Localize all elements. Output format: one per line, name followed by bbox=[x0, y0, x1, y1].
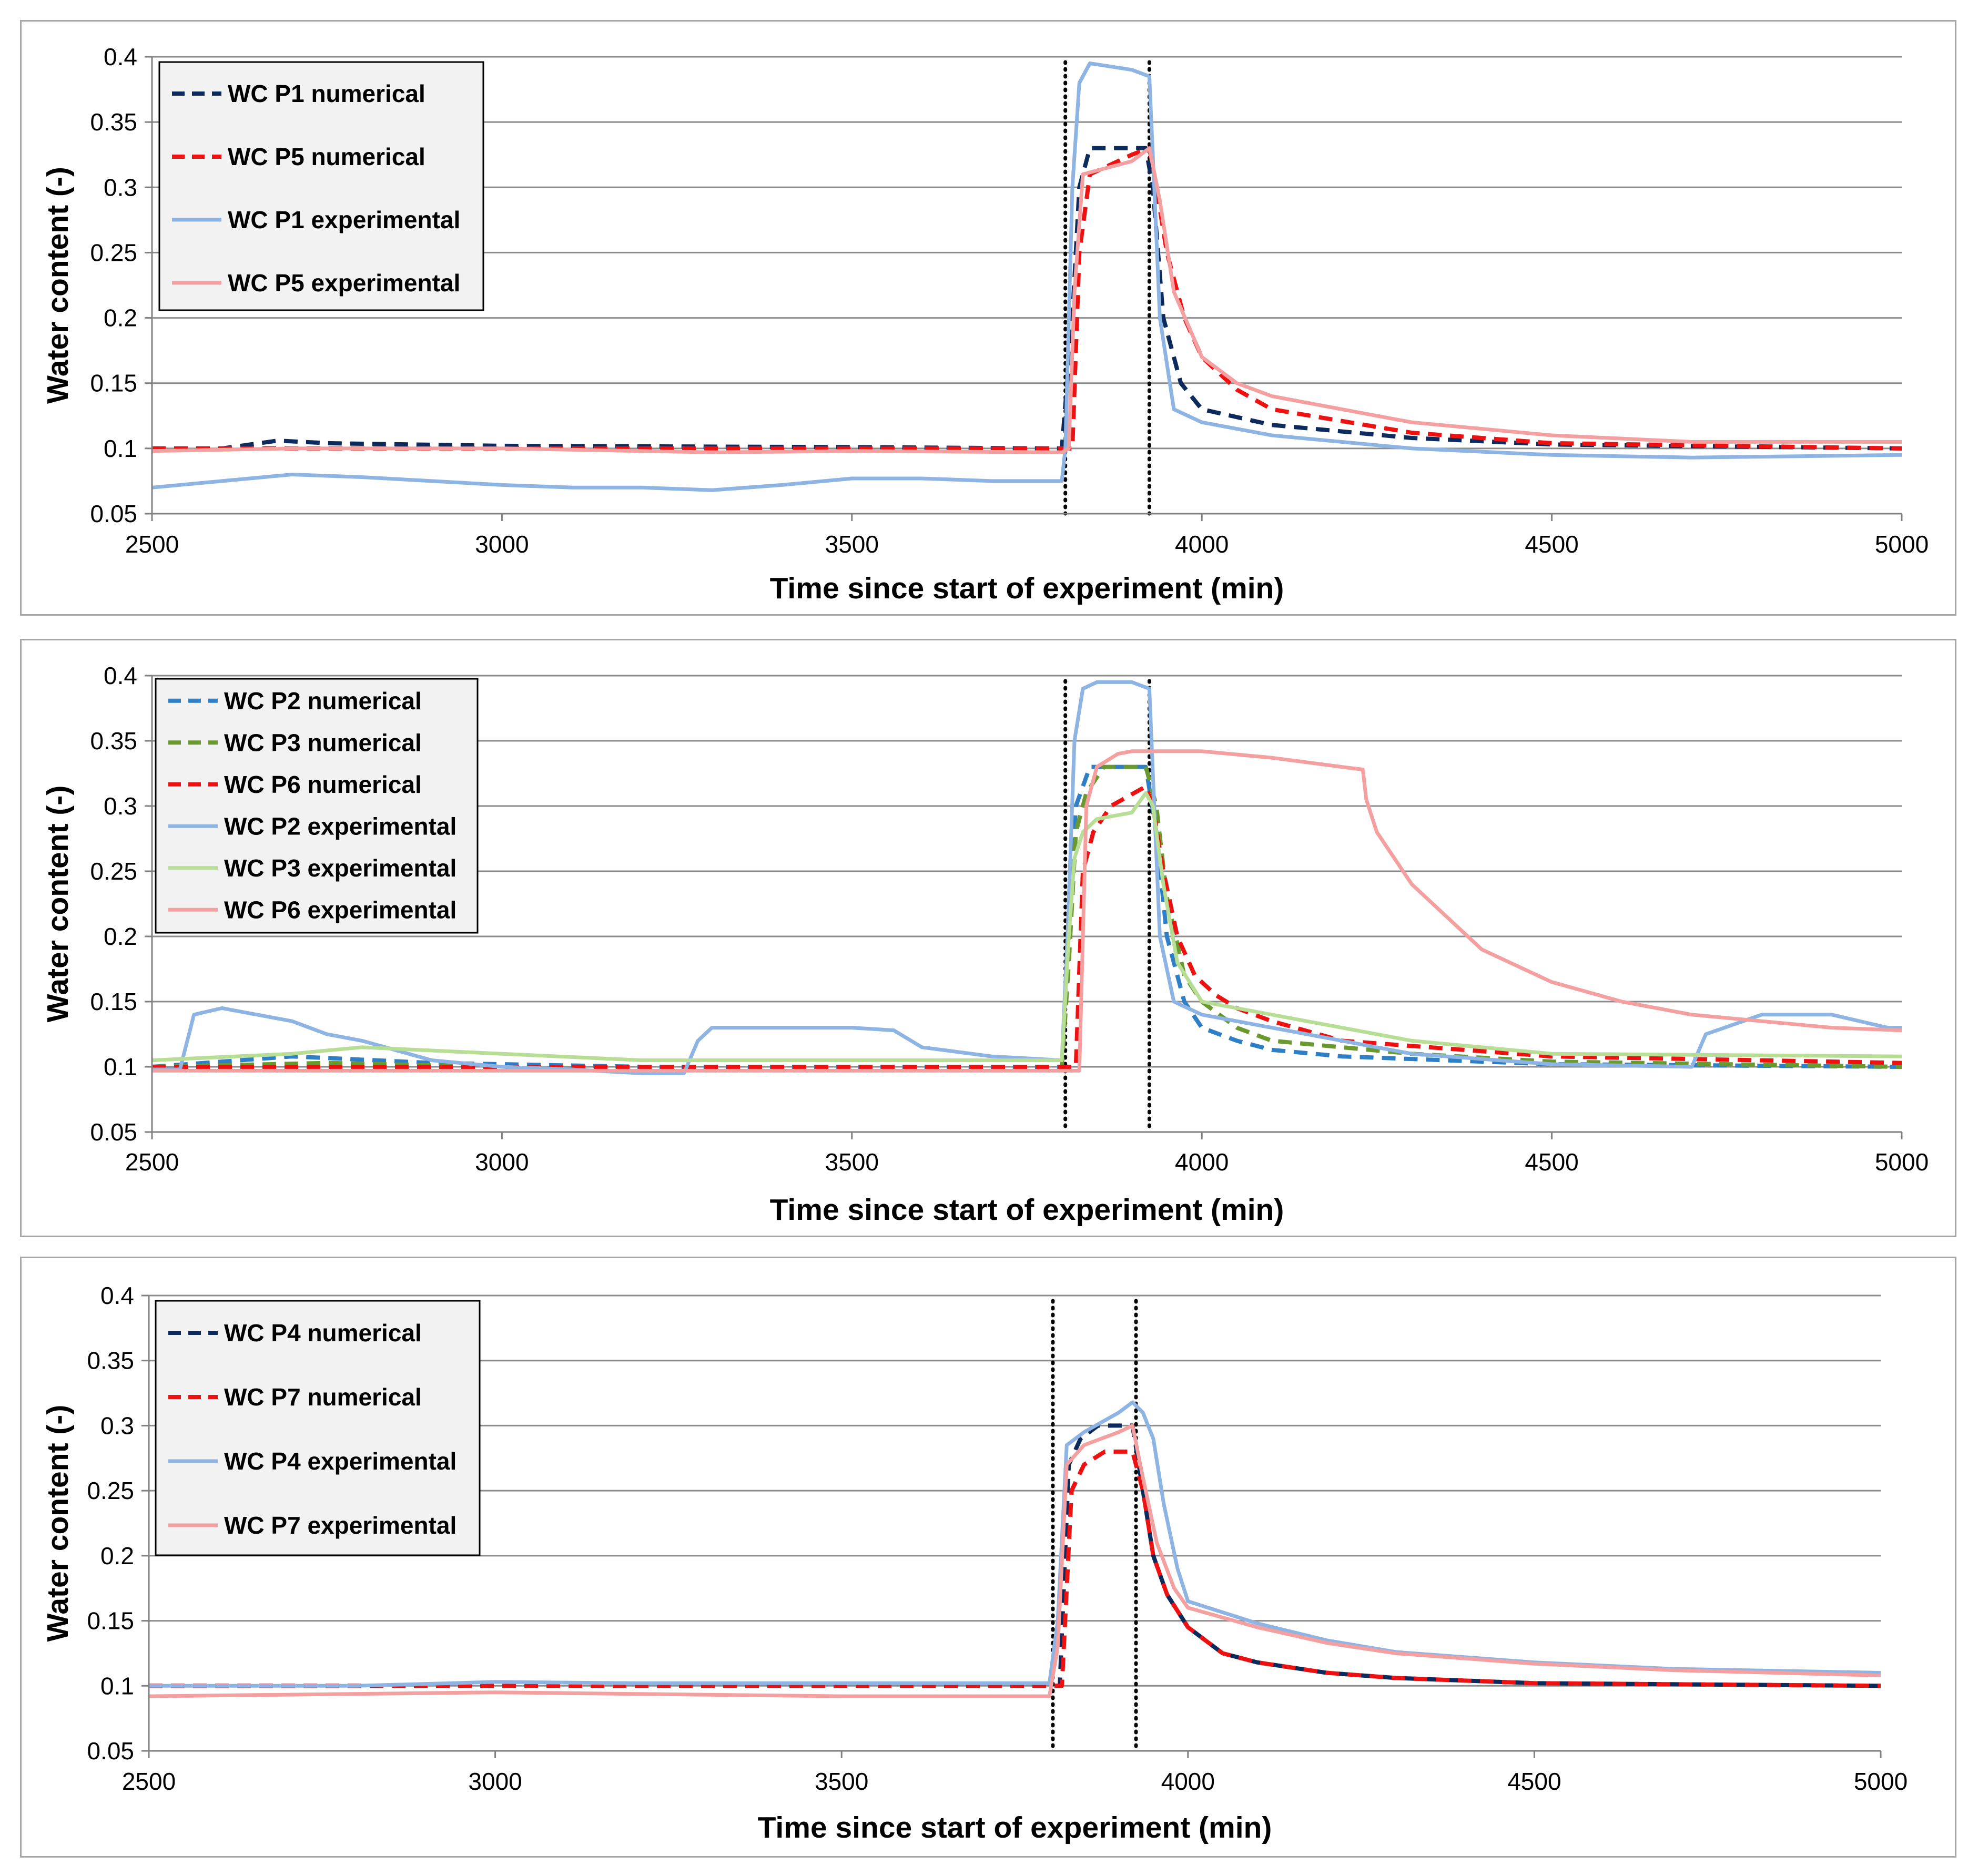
y-tick-label: 0.15 bbox=[90, 370, 137, 397]
x-tick-label: 5000 bbox=[1875, 531, 1929, 558]
legend-label: WC P7 numerical bbox=[224, 1383, 422, 1411]
x-tick-label: 5000 bbox=[1875, 1148, 1929, 1176]
series-line-wc-p6-numerical bbox=[152, 784, 1902, 1069]
legend-label: WC P5 numerical bbox=[228, 143, 425, 170]
x-tick-label: 2500 bbox=[125, 1148, 179, 1176]
series-line-wc-p7-experimental bbox=[148, 1423, 1881, 1698]
y-tick-label: 0.05 bbox=[90, 500, 137, 527]
chart-3: 0.05 0.1 0.15 0.2 0.25 0.3 0.35 0.4 2500 3000 350… bbox=[41, 1282, 1908, 1844]
chart-panel-3: 0.05 0.1 0.15 0.2 0.25 0.3 0.35 0.4 2500 3000 350… bbox=[20, 1257, 1956, 1858]
y-tick-label: 0.3 bbox=[104, 792, 137, 820]
x-tick-label: 4000 bbox=[1175, 1148, 1229, 1176]
y-tick-labels: 0.05 0.1 0.15 0.2 0.25 0.3 0.35 0.4 bbox=[90, 662, 137, 1146]
y-tick-label: 0.25 bbox=[90, 239, 137, 266]
legend-label: WC P6 numerical bbox=[224, 771, 422, 798]
x-tick-label: 3500 bbox=[825, 531, 879, 558]
y-tick-label: 0.05 bbox=[90, 1118, 137, 1146]
legend-label: WC P7 experimental bbox=[224, 1512, 457, 1539]
series-line-wc-p5-experimental bbox=[151, 146, 1902, 454]
y-tick-label: 0.1 bbox=[104, 435, 137, 462]
legend-label: WC P3 numerical bbox=[224, 729, 422, 756]
x-tick-label: 5000 bbox=[1854, 1768, 1908, 1795]
y-tick-label: 0.25 bbox=[87, 1477, 134, 1504]
y-tick-label: 0.35 bbox=[90, 108, 137, 136]
y-tick-label: 0.25 bbox=[90, 858, 137, 885]
y-tick-label: 0.1 bbox=[104, 1053, 137, 1080]
x-tick-label: 3000 bbox=[468, 1768, 522, 1795]
legend: WC P2 numerical WC P3 numerical WC P6 nume… bbox=[155, 678, 479, 934]
x-tick-labels: 2500 3000 3500 4000 4500 5000 bbox=[125, 531, 1929, 558]
axes bbox=[145, 675, 1903, 1139]
legend-label: WC P1 experimental bbox=[228, 206, 460, 233]
x-tick-label: 2500 bbox=[125, 531, 179, 558]
series bbox=[151, 680, 1902, 1075]
y-tick-label: 0.3 bbox=[100, 1412, 134, 1439]
series-line-wc-p5-numerical bbox=[152, 146, 1902, 451]
x-tick-label: 3500 bbox=[825, 1148, 879, 1176]
x-tick-label: 4500 bbox=[1507, 1768, 1561, 1795]
x-tick-label: 3500 bbox=[815, 1768, 868, 1795]
chart-panel-2: 0.05 0.1 0.15 0.2 0.25 0.3 0.35 0.4 2500 3000 350… bbox=[20, 639, 1956, 1237]
legend-label: WC P1 numerical bbox=[228, 80, 425, 107]
x-tick-label: 4500 bbox=[1525, 1148, 1578, 1176]
x-tick-label: 3000 bbox=[475, 1148, 529, 1176]
y-tick-label: 0.2 bbox=[104, 923, 137, 950]
y-tick-labels: 0.05 0.1 0.15 0.2 0.25 0.3 0.35 0.4 bbox=[87, 1282, 134, 1765]
x-tick-labels: 2500 3000 3500 4000 4500 5000 bbox=[125, 1148, 1929, 1176]
legend-label: WC P4 numerical bbox=[224, 1319, 422, 1347]
legend-box bbox=[155, 678, 479, 934]
y-tick-label: 0.35 bbox=[90, 727, 137, 755]
legend-label: WC P5 experimental bbox=[228, 269, 460, 297]
y-tick-label: 0.4 bbox=[100, 1282, 134, 1309]
chart-2: 0.05 0.1 0.15 0.2 0.25 0.3 0.35 0.4 2500 3000 350… bbox=[41, 662, 1929, 1227]
y-tick-label: 0.2 bbox=[100, 1542, 134, 1569]
x-tick-label: 4000 bbox=[1161, 1768, 1215, 1795]
chart-1: 0.05 0.1 0.15 0.2 0.25 0.3 0.35 0.4 2500 3000 350… bbox=[41, 43, 1929, 605]
legend-label: WC P4 experimental bbox=[224, 1447, 457, 1475]
y-tick-label: 0.15 bbox=[90, 988, 137, 1015]
legend-label: WC P3 experimental bbox=[224, 854, 457, 882]
y-axis-title: Water content (-) bbox=[41, 1405, 75, 1642]
y-axis-title: Water content (-) bbox=[41, 167, 75, 404]
y-tick-label: 0.2 bbox=[104, 304, 137, 332]
series bbox=[148, 1400, 1881, 1698]
series-line-wc-p7-numerical bbox=[149, 1449, 1881, 1688]
x-tick-label: 2500 bbox=[122, 1768, 176, 1795]
series-line-wc-p4-experimental bbox=[149, 1400, 1881, 1688]
axes bbox=[145, 56, 1903, 521]
y-tick-label: 0.4 bbox=[104, 43, 137, 70]
series-line-wc-p3-experimental bbox=[151, 791, 1902, 1063]
x-axis-title: Time since start of experiment (min) bbox=[770, 1193, 1284, 1227]
x-axis-title: Time since start of experiment (min) bbox=[770, 572, 1284, 605]
x-tick-labels: 2500 3000 3500 4000 4500 5000 bbox=[122, 1768, 1908, 1795]
x-tick-label: 4500 bbox=[1525, 531, 1578, 558]
series-line-wc-p6-experimental bbox=[152, 749, 1902, 1073]
chart-panel-1: 0.05 0.1 0.15 0.2 0.25 0.3 0.35 0.4 2500 3000 350… bbox=[20, 20, 1956, 616]
y-tick-label: 0.1 bbox=[100, 1672, 134, 1699]
axes bbox=[141, 1294, 1882, 1758]
y-tick-labels: 0.05 0.1 0.15 0.2 0.25 0.3 0.35 0.4 bbox=[90, 43, 137, 527]
y-tick-label: 0.05 bbox=[87, 1737, 134, 1765]
legend-label: WC P2 numerical bbox=[224, 687, 422, 715]
y-axis-title: Water content (-) bbox=[41, 786, 75, 1023]
x-tick-label: 4000 bbox=[1175, 531, 1229, 558]
y-tick-label: 0.4 bbox=[104, 662, 137, 689]
x-tick-label: 3000 bbox=[475, 531, 529, 558]
x-axis-title: Time since start of experiment (min) bbox=[758, 1811, 1272, 1844]
series bbox=[151, 61, 1902, 492]
legend-box bbox=[155, 1300, 481, 1556]
legend: WC P4 numerical WC P7 numerical WC P4 expe… bbox=[155, 1300, 481, 1556]
event-lines bbox=[1063, 679, 1151, 1134]
legend-label: WC P2 experimental bbox=[224, 812, 457, 840]
legend: WC P1 numerical WC P5 numerical WC P1 expe… bbox=[158, 61, 484, 311]
y-tick-label: 0.35 bbox=[87, 1347, 134, 1374]
legend-box bbox=[158, 61, 484, 311]
legend-label: WC P6 experimental bbox=[224, 896, 457, 923]
y-tick-label: 0.15 bbox=[87, 1607, 134, 1635]
y-tick-label: 0.3 bbox=[104, 174, 137, 201]
